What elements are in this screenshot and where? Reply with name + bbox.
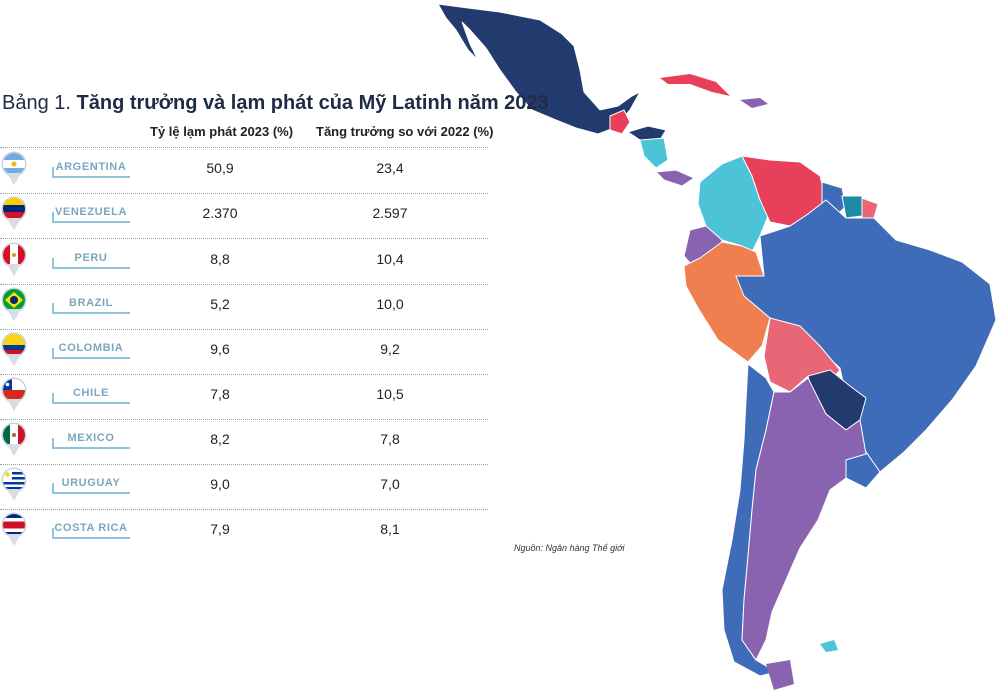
growth-value: 7,8 [380,431,400,447]
map-tierra-del-fuego [766,660,794,690]
table-row: ARGENTINA 50,9 23,4 [0,147,488,194]
argentina-flag-icon [3,153,25,175]
map-guianas-3 [861,197,879,219]
country-underline [52,258,130,269]
country-name: VENEZUELA [54,206,128,218]
pin-tail [7,399,21,411]
growth-value: 9,2 [380,341,400,357]
pin-tail [7,173,21,185]
costa-rica-flag-icon [3,514,25,536]
table-row: COLOMBIA 9,6 9,2 [0,329,488,375]
country-name: COLOMBIA [58,342,124,354]
country-name: ARGENTINA [55,161,127,173]
country-underline [52,167,130,178]
growth-value: 7,0 [380,476,400,492]
colombia-flag-icon [3,334,25,356]
table-row: VENEZUELA 2.370 2.597 [0,193,488,239]
growth-value: 8,1 [380,521,400,537]
inflation-value: 9,6 [210,341,230,357]
growth-value: 10,0 [376,296,404,312]
table-row: COSTA RICA 7,9 8,1 [0,509,488,554]
map-falklands [820,640,838,652]
pin-tail [7,218,21,230]
map-cuba [660,74,730,96]
map-guianas-2 [841,195,863,219]
title-prefix: Bảng 1. [2,92,71,114]
country-underline [52,528,130,539]
peru-flag-icon [3,244,25,266]
table-row: BRAZIL 5,2 10,0 [0,284,488,330]
table-row: CHILE 7,8 10,5 [0,374,488,420]
country-name: BRAZIL [69,297,113,309]
table-row: MEXICO 8,2 7,8 [0,419,488,465]
map-hispaniola [740,98,768,108]
country-name: MEXICO [67,432,115,444]
country-underline [52,303,130,314]
pin-tail [7,444,21,456]
col-header-growth: Tăng trưởng so với 2022 (%) [316,124,494,139]
inflation-value: 8,8 [210,251,230,267]
pin-tail [7,309,21,321]
table-row: PERU 8,8 10,4 [0,239,488,285]
country-name: PERU [74,252,108,264]
inflation-value: 50,9 [206,160,234,176]
pin-tail [7,264,21,276]
inflation-value: 8,2 [210,431,230,447]
inflation-value: 5,2 [210,296,230,312]
country-underline [52,393,130,404]
country-underline [52,348,130,359]
country-underline [52,483,130,494]
country-underline [52,438,130,449]
growth-value: 10,5 [376,386,404,402]
growth-value: 10,4 [376,251,404,267]
map-argentina [741,377,867,661]
table-title: Bảng 1. Tăng trưởng và lạm phát của Mỹ L… [2,92,549,115]
map-honduras [626,125,667,141]
map-guatemala [609,109,631,135]
source-note: Nguồn: Ngân hàng Thế giới [514,543,625,553]
country-name: COSTA RICA [54,522,128,534]
title-main: Tăng trưởng và lạm phát của Mỹ Latinh nă… [76,92,549,114]
col-header-inflation: Tỷ lệ lạm phát 2023 (%) [150,124,294,139]
country-underline [52,212,130,223]
growth-value: 2.597 [372,205,408,221]
map-central-america [639,137,669,169]
uruguay-flag-icon [3,469,25,491]
mexico-flag-icon [3,424,25,446]
country-name: CHILE [73,387,109,399]
pin-tail [7,534,21,546]
inflation-value: 2.370 [202,205,238,221]
venezuela-flag-icon [3,198,25,220]
growth-value: 23,4 [376,160,404,176]
inflation-value: 7,8 [210,386,230,402]
table-row: URUGUAY 9,0 7,0 [0,464,488,510]
map-panama [654,169,696,187]
country-name: URUGUAY [61,477,121,489]
inflation-value: 9,0 [210,476,230,492]
pin-tail [7,354,21,366]
chile-flag-icon [3,379,25,401]
brazil-flag-icon [3,289,25,311]
map-mexico [437,3,642,135]
pin-tail [7,489,21,501]
inflation-value: 7,9 [210,521,230,537]
